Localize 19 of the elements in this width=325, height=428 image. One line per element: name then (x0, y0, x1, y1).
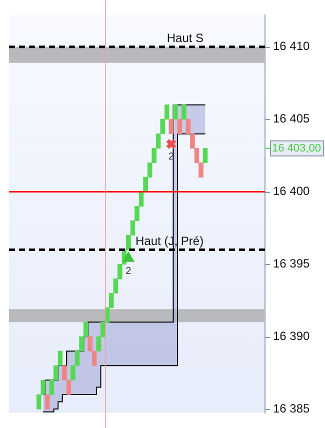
ref-line-label: Haut S (166, 31, 204, 46)
candlestick (44, 394, 50, 410)
candlestick (62, 365, 67, 381)
text: 16 403,00 (272, 142, 321, 154)
candlestick (58, 350, 63, 366)
candlestick (181, 104, 186, 120)
y-tick-label: 16 400 (273, 184, 310, 198)
candlestick (177, 119, 182, 134)
y-tick-label: 16 405 (273, 112, 310, 126)
candlestick (40, 380, 46, 395)
y-tick-label: 16 410 (273, 39, 310, 54)
y-tick-label: 16 390 (273, 328, 310, 343)
candlestick (172, 104, 178, 120)
y-tick-label: 16 385 (273, 401, 310, 416)
y-tick-label: 16 395 (273, 256, 310, 270)
candlestick (36, 394, 42, 410)
candlestick (168, 119, 174, 134)
annotation: 2 (126, 266, 132, 278)
candlestick (70, 365, 76, 381)
